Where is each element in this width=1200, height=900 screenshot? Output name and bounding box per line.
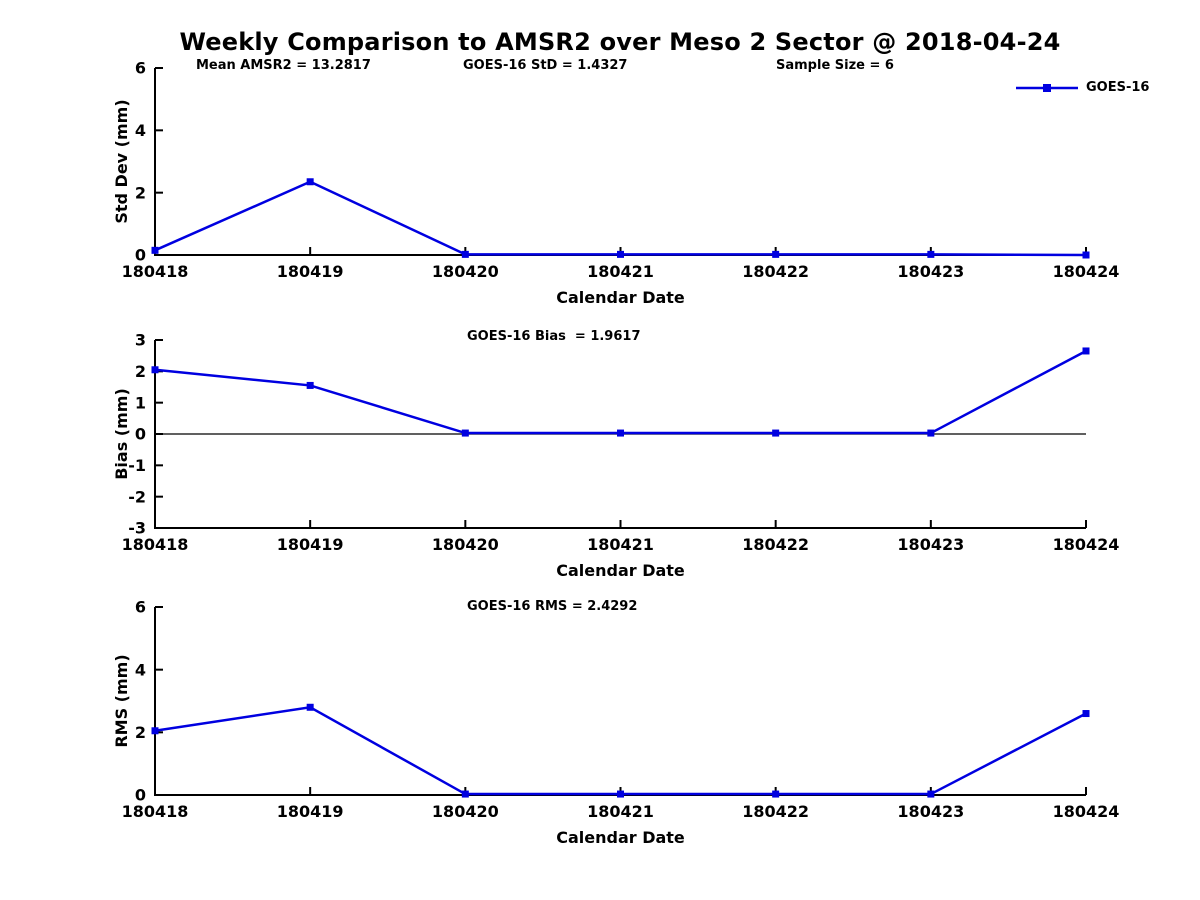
data-point-marker: [927, 250, 935, 258]
y-axis-label: RMS (mm): [112, 654, 131, 747]
x-tick-label: 180419: [277, 262, 344, 281]
data-point-marker: [151, 246, 159, 254]
y-tick-label: 0: [135, 246, 146, 265]
data-point-marker: [1082, 710, 1090, 718]
data-point-marker: [461, 250, 469, 258]
y-tick-label: 3: [135, 331, 146, 350]
data-point-marker: [927, 790, 935, 798]
data-point-marker: [927, 429, 935, 437]
y-tick-label: 0: [135, 425, 146, 444]
y-tick-label: -1: [128, 456, 146, 475]
data-point-marker: [772, 250, 780, 258]
x-tick-label: 180418: [122, 802, 189, 821]
y-tick-label: 2: [135, 362, 146, 381]
legend-marker: [1043, 83, 1051, 92]
y-tick-label: -2: [128, 487, 146, 506]
x-tick-label: 180420: [432, 262, 499, 281]
data-point-marker: [306, 178, 314, 186]
bias-chart: -3 -2 -1 0 1 2 3 180418 180419 180420 180421 180422…: [112, 331, 1119, 580]
data-point-marker: [772, 429, 780, 437]
x-tick-label: 180422: [742, 262, 809, 281]
y-tick-label: 0: [135, 786, 146, 805]
x-tick-label: 180424: [1053, 262, 1120, 281]
x-tick-label: 180423: [897, 535, 964, 554]
data-point-marker: [617, 790, 624, 798]
x-tick-label: 180421: [587, 535, 654, 554]
x-tick-label: 180422: [742, 802, 809, 821]
data-point-marker: [306, 381, 314, 389]
x-tick-label: 180420: [432, 802, 499, 821]
x-tick-label: 180418: [122, 262, 189, 281]
y-tick-label: 4: [135, 660, 146, 679]
x-axis-label: Calendar Date: [556, 828, 685, 847]
x-axis-label: Calendar Date: [556, 561, 685, 580]
y-tick-label: -3: [128, 519, 146, 538]
data-point-marker: [1082, 251, 1090, 259]
x-tick-label: 180422: [742, 535, 809, 554]
data-point-marker: [617, 429, 624, 437]
legend-line-sample: [1016, 83, 1078, 92]
x-tick-label: 180423: [897, 802, 964, 821]
data-point-marker: [772, 790, 780, 798]
legend-label: GOES-16: [1086, 80, 1150, 95]
goes16-rms-annotation: GOES-16 RMS = 2.4292: [467, 599, 638, 614]
y-axis-label: Bias (mm): [112, 388, 131, 480]
goes16-std-annotation: GOES-16 StD = 1.4327: [463, 58, 628, 73]
x-tick-label: 180421: [587, 262, 654, 281]
chart-title: Weekly Comparison to AMSR2 over Meso 2 S…: [179, 28, 1061, 56]
mean-amsr2-annotation: Mean AMSR2 = 13.2817: [196, 58, 371, 73]
data-line: [154, 349, 1087, 435]
data-point-marker: [461, 790, 469, 798]
x-tick-label: 180419: [277, 802, 344, 821]
data-point-marker: [461, 429, 469, 437]
data-point-marker: [617, 250, 624, 258]
rms-chart: 0 2 4 6 180418 180419 180420 180421 180422 180423…: [112, 598, 1119, 847]
data-line: [154, 705, 1087, 796]
data-point-marker: [306, 703, 314, 711]
x-tick-label: 180424: [1053, 802, 1120, 821]
data-line: [154, 180, 1087, 257]
std-dev-chart: 0 2 4 6 180418 180419 180420 180421 180422 180423…: [112, 59, 1119, 307]
x-axis-label: Calendar Date: [556, 288, 685, 307]
x-tick-label: 180418: [122, 535, 189, 554]
x-tick-label: 180423: [897, 262, 964, 281]
y-tick-label: 6: [135, 598, 146, 617]
y-tick-label: 2: [135, 183, 146, 202]
y-tick-label: 4: [135, 121, 146, 140]
y-tick-label: 1: [135, 393, 146, 412]
data-point-marker: [1082, 347, 1090, 355]
y-axis-label: Std Dev (mm): [112, 99, 131, 223]
legend: GOES-16: [1016, 80, 1149, 95]
x-tick-label: 180419: [277, 535, 344, 554]
x-tick-label: 180424: [1053, 535, 1120, 554]
y-tick-label: 6: [135, 59, 146, 78]
data-point-marker: [151, 366, 159, 374]
x-tick-label: 180421: [587, 802, 654, 821]
goes16-bias-annotation: GOES-16 Bias = 1.9617: [467, 329, 641, 344]
x-tick-label: 180420: [432, 535, 499, 554]
sample-size-annotation: Sample Size = 6: [776, 58, 894, 73]
y-tick-label: 2: [135, 723, 146, 742]
data-point-marker: [151, 727, 159, 735]
